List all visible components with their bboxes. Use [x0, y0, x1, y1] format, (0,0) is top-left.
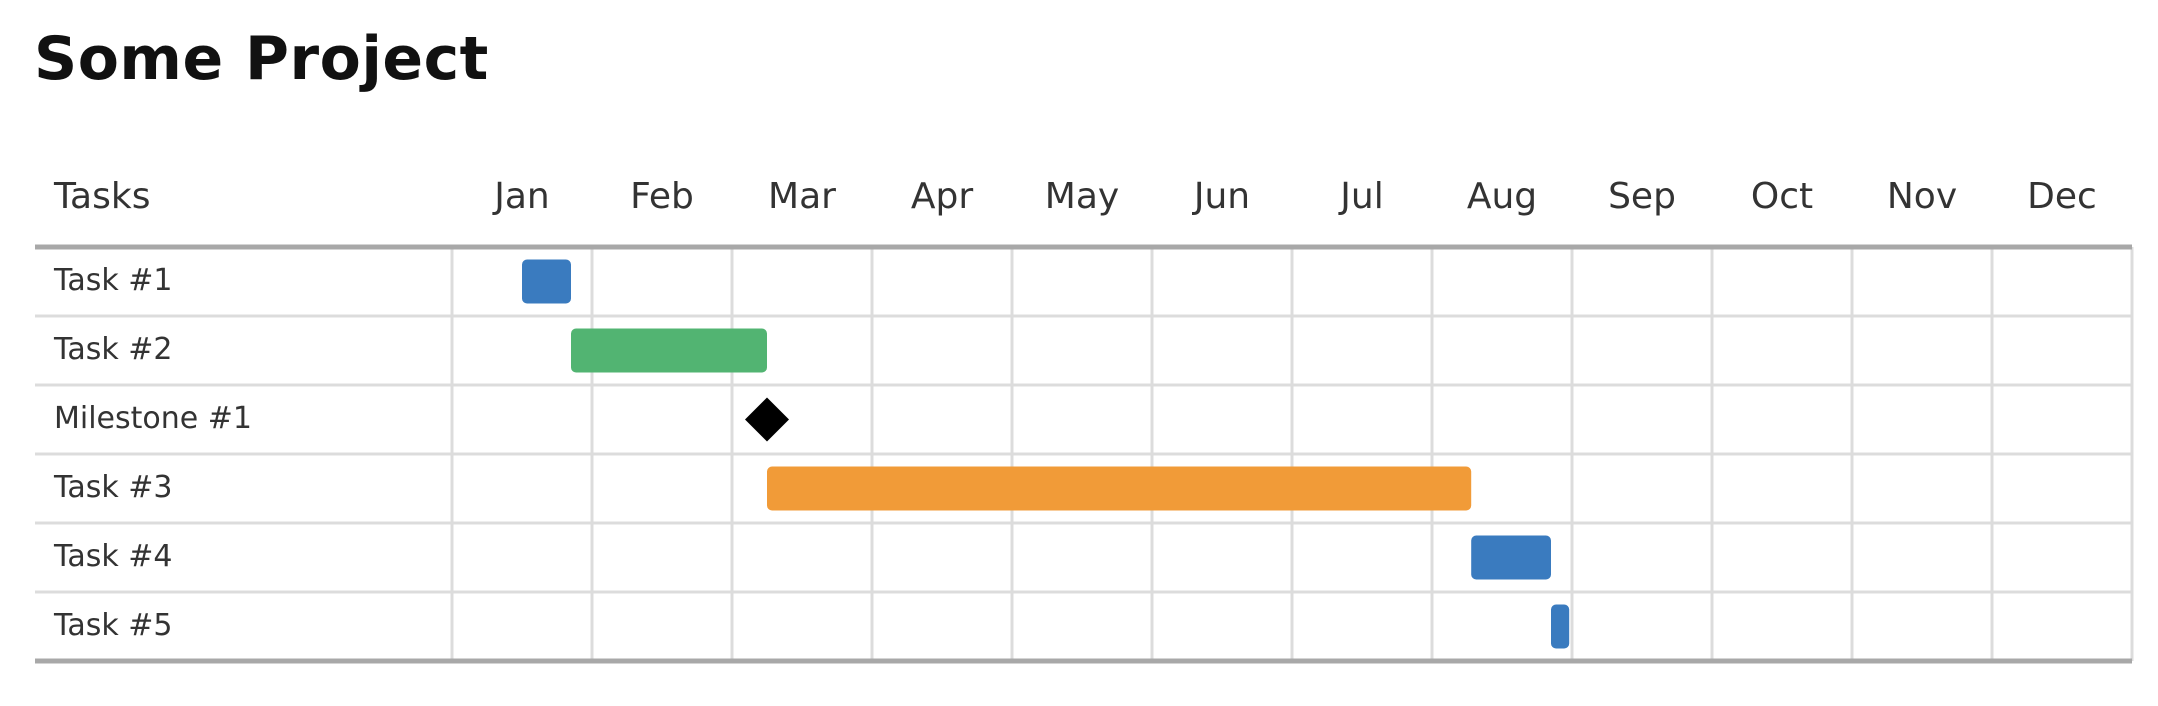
month-label: Dec [2027, 176, 2097, 217]
task-label: Task #4 [53, 539, 173, 574]
month-label: Sep [1608, 176, 1676, 217]
month-label: Jan [492, 176, 550, 217]
month-label: Jul [1338, 176, 1383, 217]
task-label: Task #2 [53, 332, 173, 367]
month-label: Jun [1192, 176, 1250, 217]
task-bar [1551, 604, 1570, 649]
month-label: Feb [630, 176, 694, 217]
task-bar [1471, 535, 1551, 580]
task-label: Task #3 [53, 470, 173, 505]
month-label: Oct [1751, 176, 1813, 217]
task-label: Milestone #1 [54, 401, 252, 436]
month-label: Nov [1887, 176, 1957, 217]
task-bar [767, 466, 1472, 511]
task-bar [571, 328, 767, 373]
month-label: May [1045, 176, 1119, 217]
task-label: Task #1 [53, 263, 173, 298]
month-label: Mar [768, 176, 836, 217]
task-bar [522, 259, 571, 304]
milestone-diamond [745, 397, 789, 442]
task-label: Task #5 [53, 608, 173, 643]
tasks-column-header: Tasks [53, 176, 150, 217]
page-title: Some Project [34, 24, 489, 94]
month-label: Apr [911, 176, 973, 217]
month-label: Aug [1467, 176, 1537, 217]
